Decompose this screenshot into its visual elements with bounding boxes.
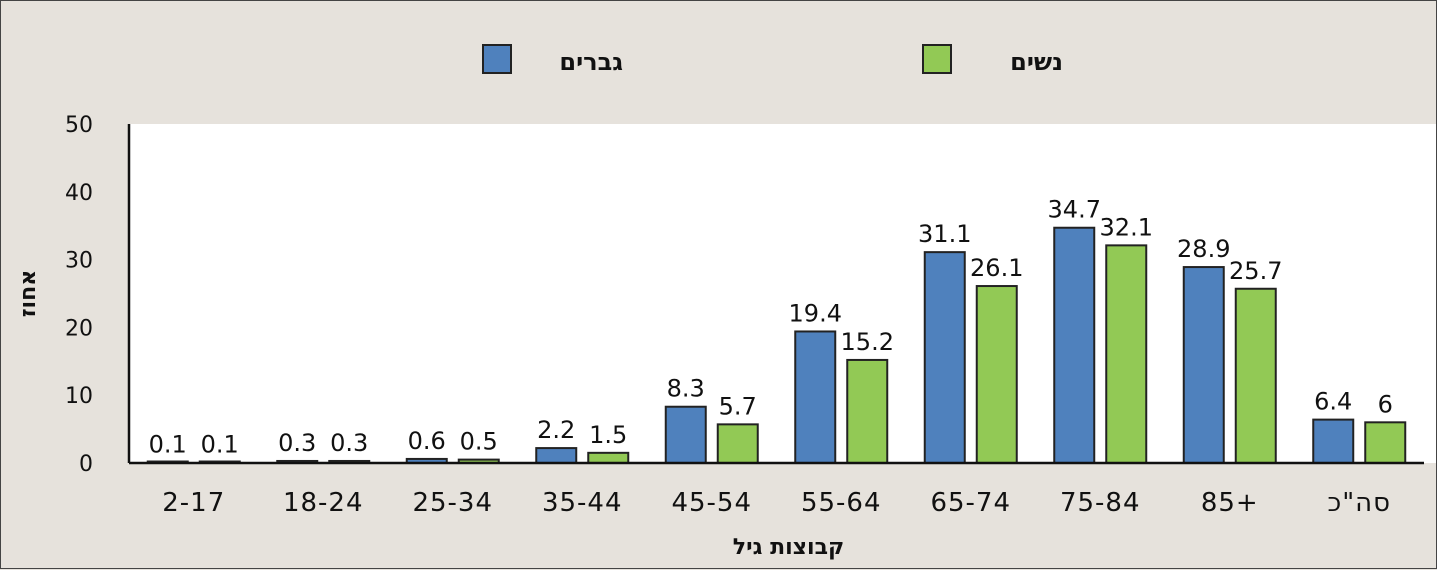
bar-women — [716, 423, 759, 465]
data-label: 19.4 — [789, 299, 842, 327]
y-tick-label: 40 — [65, 181, 93, 206]
data-label: 0.3 — [278, 429, 316, 457]
bars — [146, 226, 1407, 465]
y-tick-label: 10 — [65, 384, 93, 409]
x-tick-label: 18-24 — [283, 488, 364, 518]
y-tick-label: 20 — [65, 316, 93, 341]
x-tick-label: 45-54 — [671, 488, 752, 518]
legend-label-women: נשים — [1010, 48, 1063, 76]
bar-men — [1182, 266, 1225, 465]
data-label: 0.1 — [201, 430, 239, 458]
bar-men — [794, 330, 837, 464]
data-label: 0.1 — [149, 430, 187, 458]
data-label: 1.5 — [589, 421, 627, 449]
x-tick-label: 65-74 — [930, 488, 1011, 518]
data-label: 32.1 — [1100, 213, 1153, 241]
legend: גברים נשים — [482, 44, 1063, 76]
legend-swatch-women — [922, 44, 952, 74]
data-label: 5.7 — [719, 392, 757, 420]
y-tick-label: 30 — [65, 249, 93, 274]
data-label: 31.1 — [918, 220, 971, 248]
x-tick-label: 25-34 — [412, 488, 493, 518]
legend-swatch-men — [482, 44, 512, 74]
x-axis-ticks: 2-17 18-24 25-34 35-44 45-54 55-64 65-74 75-84 8… — [162, 488, 1391, 518]
bar-men — [923, 251, 966, 464]
x-tick-label: 75-84 — [1060, 488, 1141, 518]
data-label: 0.3 — [330, 429, 368, 457]
data-label: 2.2 — [537, 416, 575, 444]
data-label: 6 — [1378, 390, 1393, 418]
x-tick-label: 2-17 — [162, 488, 225, 518]
x-tick-label: סה"כ — [1327, 488, 1391, 518]
legend-label-men: גברים — [559, 48, 623, 76]
x-tick-label: 35-44 — [542, 488, 623, 518]
bar-men — [535, 447, 578, 465]
bar-men — [664, 405, 707, 465]
data-label: 0.6 — [408, 427, 446, 455]
bar-men — [1053, 226, 1096, 464]
data-label: 26.1 — [970, 254, 1023, 282]
bar-women — [846, 358, 889, 464]
y-axis-ticks: 0 10 20 30 40 50 — [65, 113, 93, 477]
x-tick-label: 55-64 — [801, 488, 882, 518]
bar-men — [1312, 418, 1355, 464]
bar-women — [1364, 421, 1407, 465]
data-label: 34.7 — [1048, 196, 1101, 224]
data-label: 0.5 — [460, 428, 498, 456]
bar-women — [975, 285, 1018, 464]
data-label: 6.4 — [1314, 388, 1352, 416]
bar-women — [1234, 287, 1277, 464]
x-tick-label: 85+ — [1201, 488, 1259, 518]
value-labels: 0.1 0.1 0.3 0.3 0.6 0.5 2.2 1.5 8.3 5.7 19.415.2 31… — [149, 196, 1393, 459]
data-label: 28.9 — [1177, 235, 1230, 263]
x-axis-title: קבוצות גיל — [733, 535, 844, 560]
data-label: 8.3 — [667, 375, 705, 403]
y-tick-label: 0 — [79, 452, 93, 477]
y-axis-title: אחוז — [16, 270, 41, 318]
y-tick-label: 50 — [65, 113, 93, 138]
bar-women — [1105, 244, 1148, 464]
bar-women — [587, 451, 630, 464]
data-label: 25.7 — [1229, 257, 1282, 285]
data-label: 15.2 — [841, 328, 894, 356]
